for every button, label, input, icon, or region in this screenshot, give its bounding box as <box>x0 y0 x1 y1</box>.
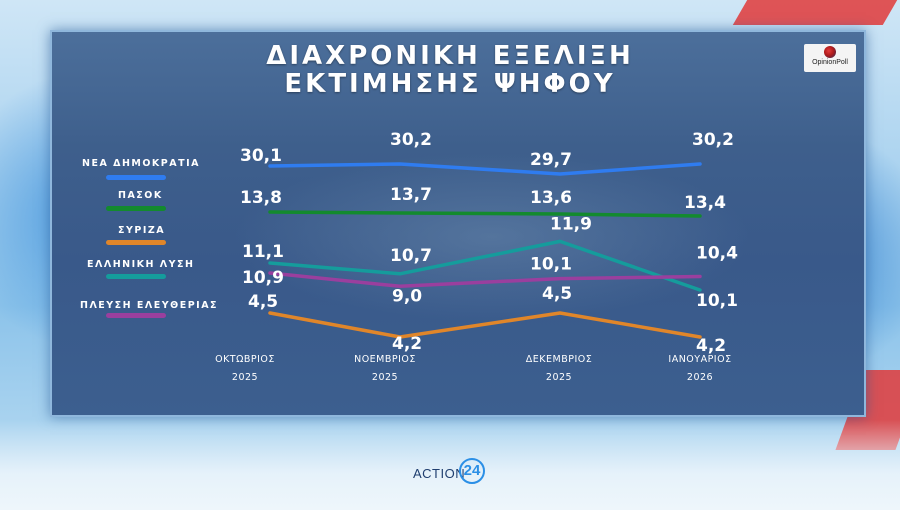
data-label-s3-p0: 11,1 <box>242 242 284 262</box>
data-label-s0-p3: 30,2 <box>692 130 734 150</box>
x-axis-month-name-0: ΟΚΤΩΒΡΙΟΣ <box>215 354 275 365</box>
legend-label-2: ΣΥΡΙΖΑ <box>118 225 166 236</box>
data-label-s2-p2: 4,5 <box>542 284 572 304</box>
x-axis-month-2: ΔΕΚΕΜΒΡΙΟΣ 2025 <box>499 354 619 383</box>
x-axis-month-1: ΝΟΕΜΒΡΙΟΣ 2025 <box>325 354 445 383</box>
series-line-1 <box>268 210 702 218</box>
series-line-2 <box>268 311 702 339</box>
legend-swatch-4 <box>106 313 166 318</box>
data-label-s1-p0: 13,8 <box>240 188 282 208</box>
data-label-s3-p1: 10,7 <box>390 246 432 266</box>
data-label-s4-p3: 10,4 <box>696 244 738 264</box>
series-line-3 <box>268 239 702 292</box>
data-label-s1-p2: 13,6 <box>530 188 572 208</box>
chart-title-line1: ΔΙΑΧΡΟΝΙΚΗ ΕΞΕΛΙΞΗ <box>266 41 634 71</box>
action24-brand-name: ACTION <box>413 466 466 481</box>
legend-label-0: ΝΕΑ ΔΗΜΟΚΡΑΤΙΑ <box>82 158 200 169</box>
chart-panel <box>50 30 866 417</box>
data-label-s3-p2: 11,9 <box>550 214 592 234</box>
data-label-s4-p0: 10,9 <box>242 268 284 288</box>
x-axis-month-year-1: 2025 <box>371 372 399 383</box>
legend-label-3: ΕΛΛΗΝΙΚΗ ΛΥΣΗ <box>87 259 195 270</box>
x-axis-month-year-2: 2025 <box>545 372 573 383</box>
data-label-s2-p3: 4,2 <box>696 336 726 356</box>
legend-swatch-3 <box>106 274 166 279</box>
x-axis-month-3: ΙΑΝΟΥΑΡΙΟΣ 2026 <box>640 354 760 383</box>
panel-glow <box>232 152 752 322</box>
data-label-s0-p1: 30,2 <box>390 130 432 150</box>
legend-swatch-0 <box>106 175 166 180</box>
data-label-s1-p3: 13,4 <box>684 193 726 213</box>
data-label-s0-p2: 29,7 <box>530 150 572 170</box>
data-label-s4-p2: 10,1 <box>530 255 572 275</box>
opinion-poll-logo-text: OpinionPoll <box>812 59 848 66</box>
x-axis-month-name-2: ΔΕΚΕΜΒΡΙΟΣ <box>525 354 593 365</box>
data-label-s2-p1: 4,2 <box>392 334 422 354</box>
x-axis-month-year-0: 2025 <box>231 372 259 383</box>
background-floor <box>0 420 900 510</box>
x-axis-month-name-3: ΙΑΝΟΥΑΡΙΟΣ <box>668 354 732 365</box>
legend-swatch-2 <box>106 240 166 245</box>
series-line-4 <box>268 271 702 289</box>
x-axis-month-0: ΟΚΤΩΒΡΙΟΣ 2025 <box>185 354 305 383</box>
data-label-s4-p1: 9,0 <box>392 286 422 306</box>
chart-title-line2: ΕΚΤΙΜΗΣΗΣ ΨΗΦΟΥ <box>284 69 616 99</box>
opinion-poll-logo: OpinionPoll <box>804 44 856 72</box>
action24-brand-number: 24 <box>459 458 485 484</box>
data-label-s2-p0: 4,5 <box>248 292 278 312</box>
data-label-s1-p1: 13,7 <box>390 185 432 205</box>
x-axis-month-year-3: 2026 <box>686 372 714 383</box>
opinion-poll-logo-icon <box>824 46 836 58</box>
legend-swatch-1 <box>106 206 166 211</box>
x-axis-month-name-1: ΝΟΕΜΒΡΙΟΣ <box>354 354 416 365</box>
data-label-s3-p3: 10,1 <box>696 291 738 311</box>
series-line-0 <box>268 162 702 176</box>
legend-label-1: ΠΑΣΟΚ <box>118 190 163 201</box>
legend-label-4: ΠΛΕΥΣΗ ΕΛΕΥΘΕΡΙΑΣ <box>80 300 219 311</box>
data-label-s0-p0: 30,1 <box>240 146 282 166</box>
